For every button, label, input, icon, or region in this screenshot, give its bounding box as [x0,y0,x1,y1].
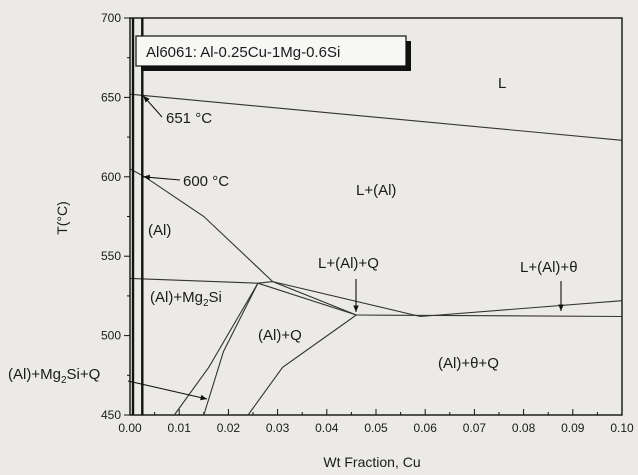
arrow-L-Al-theta-head [558,304,564,311]
annotation-arrow-t651-head [143,95,150,103]
x-tick-label: 0.04 [315,421,339,435]
region-label-Al-theta-Q: (Al)+θ+Q [438,355,499,372]
chart-title: Al6061: Al-0.25Cu-1Mg-0.6Si [146,44,340,61]
boundary-liquidus [129,93,623,141]
title-box [135,35,407,67]
x-tick-label: 0.07 [463,421,487,435]
region-label-Al-Mg2Si: (Al)+Mg2Si [150,289,222,309]
annotation-t651: 651 °C [166,110,212,127]
arrow-Al-Mg2Si-Q-head [200,394,207,401]
y-tick-label: 550 [101,249,121,263]
y-axis-label: T(°C) [54,201,70,235]
text-layer: Al6061: Al-0.25Cu-1Mg-0.6Si Wt Fraction,… [8,11,634,470]
boundary-mg2si-solvus-top [129,277,258,284]
x-axis-label: Wt Fraction, Cu [323,454,420,470]
boundary-theta-liquidus [420,300,623,318]
x-tick-label: 0.03 [266,421,290,435]
region-label-L-Al: L+(Al) [356,182,396,199]
x-tick-label: 0.05 [364,421,388,435]
region-label-L-Al-Q: L+(Al)+Q [318,255,379,272]
annotation-t600: 600 °C [183,173,229,190]
arrow-L-Al-Q-head [353,305,359,312]
boundary-mg2si-q-solvus-left [173,282,259,416]
x-tick-label: 0.02 [217,421,241,435]
y-tick-label: 450 [101,408,121,422]
y-tick-label: 600 [101,170,121,184]
x-tick-label: 0.00 [118,421,142,435]
boundary-l-al-theta-left [272,281,421,318]
region-label-L-Al-theta: L+(Al)+θ [520,259,578,276]
x-tick-label: 0.06 [414,421,438,435]
boundary-al-q-solvus [247,314,357,416]
y-tick-label: 650 [101,90,121,104]
region-label-Al-Mg2Si-Q: (Al)+Mg2Si+Q [8,366,100,386]
boundary-eutectic-line [356,314,623,318]
boundary-l-al-q-lower [257,282,357,316]
region-label-Al-Q: (Al)+Q [258,327,302,344]
arrow-Al-Mg2Si-Q [127,380,208,400]
annotation-arrow-t600-head [143,174,150,181]
x-tick-label: 0.01 [168,421,192,435]
boundary-al-solidus [129,168,274,282]
y-tick-label: 700 [101,11,121,25]
region-label-Al: (Al) [148,222,171,239]
region-label-L: L [498,75,506,92]
x-tick-label: 0.10 [610,421,634,435]
boundary-mg2si-q-solvus-right [203,282,259,416]
x-tick-label: 0.08 [512,421,536,435]
x-tick-label: 0.09 [561,421,585,435]
plot-area [124,17,623,416]
y-tick-label: 500 [101,329,121,343]
